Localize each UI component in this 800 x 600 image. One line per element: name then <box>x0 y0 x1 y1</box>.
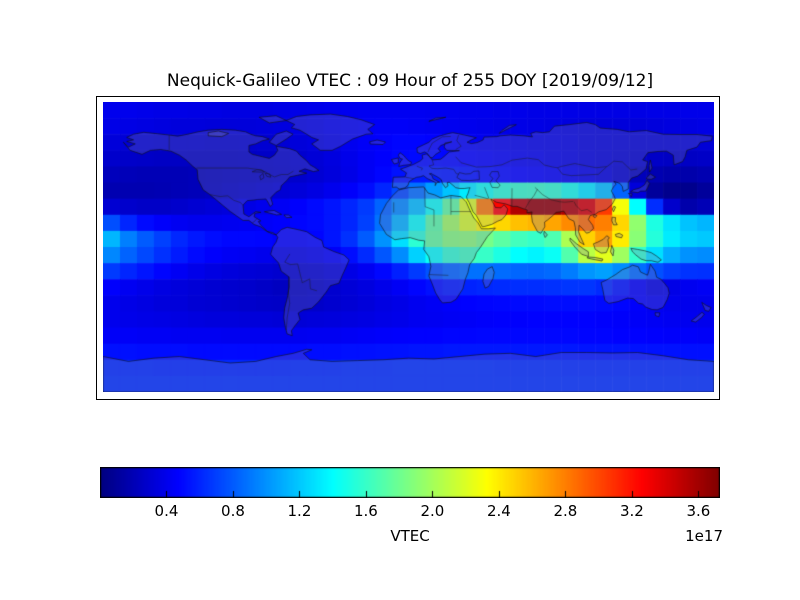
plot-title: Nequick-Galileo VTEC : 09 Hour of 255 DO… <box>166 71 654 91</box>
colorbar-tick-label: 2.4 <box>486 502 511 520</box>
world-map-canvas <box>103 102 714 392</box>
colorbar-tick-label: 1.6 <box>354 502 378 520</box>
colorbar-offset-label: 1e17 <box>685 527 723 545</box>
colorbar-tick-label: 1.2 <box>287 502 312 520</box>
colorbar-tick-label: 2.0 <box>420 502 445 520</box>
colorbar-axis-label: VTEC <box>390 527 430 545</box>
colorbar-tick-label: 2.8 <box>553 502 578 520</box>
colorbar-tick-label: 0.4 <box>154 502 179 520</box>
colorbar-tick-label: 0.8 <box>221 502 245 520</box>
colorbar-canvas <box>100 467 720 498</box>
colorbar-tick-label: 3.2 <box>619 502 644 520</box>
colorbar-tick-label: 3.6 <box>686 502 711 520</box>
